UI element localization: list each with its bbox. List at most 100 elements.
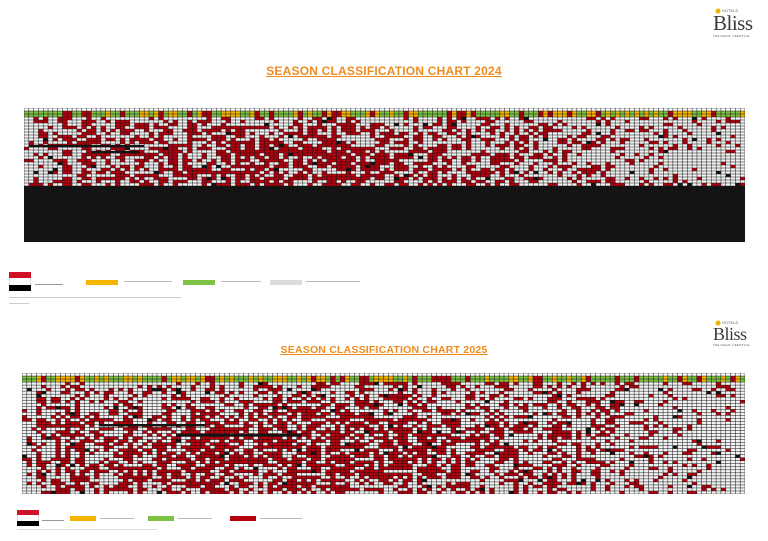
grid-cell	[629, 153, 635, 156]
grid-cell	[46, 382, 51, 385]
grid-cell	[442, 153, 447, 156]
grid-cell	[29, 165, 34, 168]
grid-cell	[567, 177, 572, 180]
grid-cell	[325, 379, 331, 382]
grid-cell	[701, 379, 707, 382]
grid-cell	[375, 132, 380, 135]
grid-cell	[673, 129, 678, 132]
grid-cell	[33, 153, 39, 156]
grid-cell	[139, 141, 144, 144]
grid-cell	[230, 177, 236, 180]
grid-cell	[394, 165, 399, 168]
grid-cell	[77, 141, 82, 144]
grid-cell	[567, 114, 572, 117]
grid-cell	[240, 168, 245, 171]
grid-cell	[730, 111, 736, 114]
grid-cell	[350, 373, 355, 376]
grid-cell	[586, 379, 591, 382]
grid-cell	[226, 132, 231, 135]
grid-cell	[442, 138, 447, 141]
grid-cell	[303, 132, 308, 135]
grid-cell	[230, 117, 236, 120]
grid-cell	[437, 144, 442, 147]
grid-cell	[48, 135, 53, 138]
grid-cell	[235, 132, 241, 135]
grid-cell	[296, 391, 302, 394]
grid-cell	[154, 141, 159, 144]
grid-cell	[158, 150, 164, 153]
grid-cell	[288, 150, 293, 153]
grid-cell	[33, 183, 39, 186]
grid-cell	[110, 135, 116, 138]
grid-cell	[619, 391, 625, 394]
grid-cell	[113, 376, 119, 379]
grid-cell	[461, 141, 466, 144]
grid-cell	[120, 111, 125, 114]
grid-cell	[682, 373, 687, 376]
grid-cell	[735, 114, 740, 117]
grid-cell	[216, 168, 221, 171]
grid-cell	[158, 141, 164, 144]
grid-cell	[38, 129, 43, 132]
grid-cell	[615, 129, 620, 132]
grid-cell	[53, 147, 58, 150]
grid-cell	[687, 162, 692, 165]
grid-cell	[620, 171, 625, 174]
grid-cell	[115, 108, 120, 111]
grid-cell	[274, 147, 279, 150]
grid-cell	[307, 168, 313, 171]
grid-cell	[57, 153, 63, 156]
grid-cell	[101, 174, 106, 177]
grid-cell	[399, 183, 404, 186]
grid-cell	[364, 376, 369, 379]
grid-cell	[288, 180, 293, 183]
grid-cell	[288, 120, 293, 123]
grid-cell	[307, 144, 313, 147]
grid-cell	[293, 162, 298, 165]
grid-cell	[360, 171, 366, 174]
grid-cell	[226, 129, 231, 132]
grid-cell	[388, 388, 393, 391]
grid-cell	[615, 117, 620, 120]
grid-cell	[43, 183, 48, 186]
grid-cell	[205, 376, 210, 379]
grid-cell	[197, 177, 202, 180]
grid-cell	[461, 126, 466, 129]
grid-cell	[726, 132, 731, 135]
grid-cell	[465, 385, 471, 388]
grid-cell	[663, 150, 668, 153]
grid-cell	[721, 391, 726, 394]
grid-cell	[591, 183, 596, 186]
grid-cell	[663, 168, 668, 171]
grid-cell	[239, 391, 244, 394]
grid-cell	[288, 129, 293, 132]
grid-cell	[697, 162, 702, 165]
grid-cell	[211, 144, 217, 147]
grid-cell	[668, 156, 673, 159]
grid-cell	[504, 180, 510, 183]
grid-cell	[658, 162, 664, 165]
grid-cell	[562, 120, 567, 123]
grid-cell	[346, 129, 351, 132]
grid-cell	[235, 123, 241, 126]
grid-cell	[115, 174, 120, 177]
grid-cell	[48, 159, 53, 162]
grid-cell	[202, 141, 207, 144]
grid-cell	[601, 183, 606, 186]
grid-cell	[624, 382, 630, 385]
grid-cell	[269, 171, 274, 174]
grid-cell	[403, 159, 409, 162]
grid-cell	[648, 388, 654, 391]
grid-cell	[711, 373, 716, 376]
grid-cell	[408, 126, 414, 129]
grid-cell	[668, 165, 673, 168]
grid-cell	[46, 394, 51, 397]
grid-cell	[181, 373, 186, 376]
grid-cell	[133, 394, 138, 397]
grid-cell	[383, 379, 389, 382]
grid-cell	[610, 180, 615, 183]
grid-cell	[663, 135, 668, 138]
grid-cell	[735, 144, 740, 147]
grid-cell	[629, 180, 635, 183]
grid-cell	[24, 168, 29, 171]
